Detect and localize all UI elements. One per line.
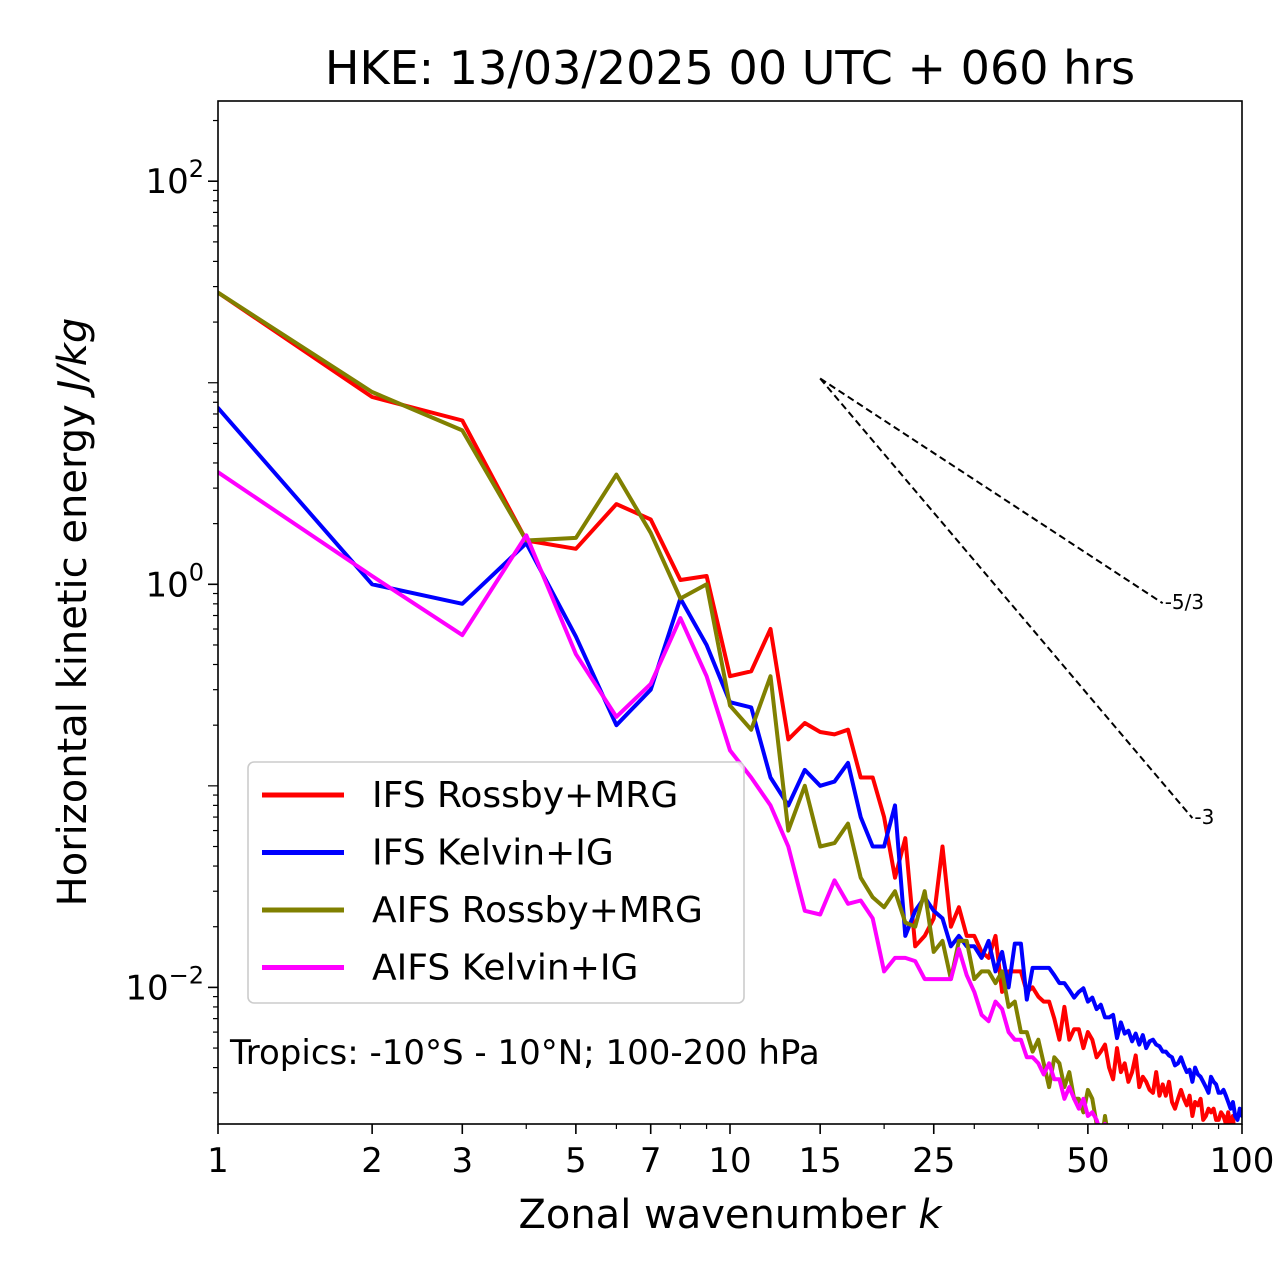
legend-label-1: IFS Rossby+MRG bbox=[372, 775, 678, 816]
legend-label-2: IFS Kelvin+IG bbox=[372, 833, 614, 874]
x-tick-label: 2 bbox=[361, 1141, 383, 1181]
axis-layer: 1 2 3 5 7 10 15 25 50 100 102 100 10−2 bbox=[125, 119, 1275, 1181]
region-annotation: Tropics: -10°S - 10°N; 100-200 hPa bbox=[229, 1033, 820, 1073]
x-tick-label: 10 bbox=[708, 1141, 751, 1181]
chart-title: HKE: 13/03/2025 00 UTC + 060 hrs bbox=[325, 41, 1135, 95]
legend-label-3: AIFS Rossby+MRG bbox=[372, 890, 703, 931]
x-tick-label: 5 bbox=[565, 1141, 587, 1181]
x-axis-label: Zonal wavenumber k bbox=[518, 1192, 943, 1238]
x-tick-label: 25 bbox=[912, 1141, 955, 1181]
reference-slope-line-1 bbox=[819, 377, 1164, 605]
x-tick-label: 7 bbox=[640, 1141, 662, 1181]
y-tick-label: 10−2 bbox=[125, 961, 204, 1008]
series-line-4 bbox=[218, 470, 1108, 1124]
legend-box bbox=[247, 761, 745, 1004]
series-line-3 bbox=[218, 290, 1109, 1124]
legend: IFS Rossby+MRG IFS Kelvin+IG AIFS Rossby+M… bbox=[247, 761, 745, 1004]
legend-label-4: AIFS Kelvin+IG bbox=[372, 948, 638, 989]
x-tick-label: 1 bbox=[207, 1141, 229, 1181]
legend-entries: IFS Rossby+MRG IFS Kelvin+IG AIFS Rossby+M… bbox=[262, 775, 703, 989]
y-axis-label-text: Horizontal kinetic energy bbox=[50, 404, 96, 906]
reference-slope-label-1: -5/3 bbox=[1165, 590, 1204, 614]
y-axis-label-unit: J/kg bbox=[50, 318, 96, 399]
x-tick-label: 100 bbox=[1210, 1141, 1275, 1181]
x-tick-label: 3 bbox=[451, 1141, 473, 1181]
series-layer bbox=[218, 290, 1242, 1124]
series-line-1 bbox=[218, 290, 1236, 1124]
y-axis-label: Horizontal kinetic energy J/kg bbox=[50, 318, 96, 907]
reference-slope-layer: -5/3 -3 bbox=[819, 377, 1214, 829]
reference-slope-line-2 bbox=[819, 377, 1194, 819]
plot-frame bbox=[217, 100, 1243, 1125]
x-tick-label: 50 bbox=[1066, 1141, 1109, 1181]
y-tick-label: 100 bbox=[145, 558, 204, 605]
series-line-2 bbox=[218, 405, 1242, 1122]
y-tick-label: 102 bbox=[145, 155, 204, 202]
x-axis-label-variable: k bbox=[918, 1192, 943, 1238]
x-axis-label-text: Zonal wavenumber bbox=[518, 1192, 906, 1238]
x-tick-label: 15 bbox=[799, 1141, 842, 1181]
reference-slope-label-2: -3 bbox=[1194, 805, 1214, 829]
